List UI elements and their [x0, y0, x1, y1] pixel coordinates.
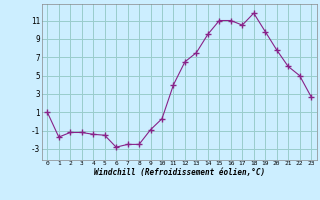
X-axis label: Windchill (Refroidissement éolien,°C): Windchill (Refroidissement éolien,°C) — [94, 168, 265, 177]
